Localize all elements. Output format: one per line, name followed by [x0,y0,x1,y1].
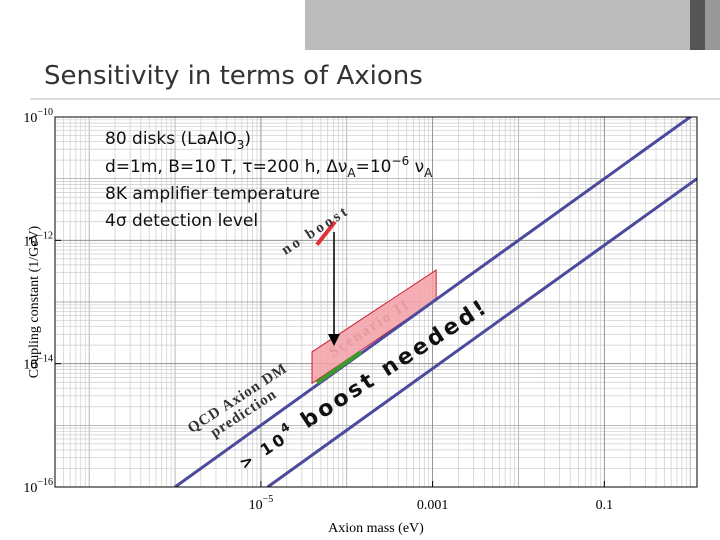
annotation-text: d=1m, B=10 T, τ=200 h, Δν [105,157,347,177]
annotation: 8K amplifier temperature [105,184,320,204]
tick-label-base: 10 [23,234,37,249]
annotation-sub: A [347,166,356,180]
tick-label-exp: −16 [37,477,53,488]
annotation-sub: A [424,166,433,180]
header-block [705,0,720,50]
x-axis-label: Axion mass (eV) [328,521,424,536]
tick-label-base: 10 [23,111,37,126]
line [315,350,363,385]
tick-label: 0.1 [596,498,614,513]
tick-label-exp: −12 [37,230,53,241]
tick-label: 10−5 [249,494,274,513]
plot [174,117,697,487]
tick-label: 10−14 [23,354,53,373]
annotation-sup: −6 [392,154,410,168]
annotation-text: =10 [356,157,392,177]
tick-label: 10−10 [23,107,53,126]
annotation-text: ν [409,157,424,177]
tick-label: 10−16 [23,477,53,496]
tick-label-exp: −5 [263,494,274,505]
slide-title: Sensitivity in terms of Axions [44,61,423,91]
line [266,177,697,487]
annotation: d=1m, B=10 T, τ=200 h, ΔνA=10−6 νA [105,154,433,180]
plot-frame [54,116,698,488]
line [174,117,693,487]
annotation-text: ) [244,129,251,149]
tick-label-base: 10 [23,481,37,496]
header-block [690,0,705,50]
annotation: 4σ detection level [105,211,258,231]
tick-label-base: 10 [249,498,263,513]
line [315,220,337,246]
y-axis-label: Coupling constant (1/GeV) [27,225,42,378]
tick-label-exp: −14 [37,354,53,365]
tick-label: 0.001 [417,498,449,513]
tick-label-base: 10 [23,358,37,373]
annotation: 80 disks (LaAlO3) [105,129,251,152]
tick-label-exp: −10 [37,107,53,118]
header-bar [305,0,690,50]
annotation-sub: 3 [237,138,245,152]
tick-label: 10−12 [23,230,53,249]
annotation-text: 80 disks (LaAlO [105,129,237,149]
